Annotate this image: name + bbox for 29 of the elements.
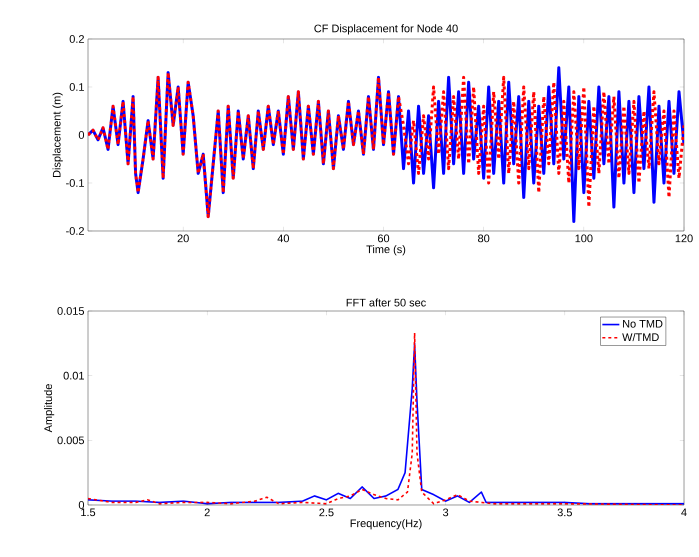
x-tick-label: 2.5: [319, 508, 334, 516]
y-tick-label: -0.2: [66, 227, 84, 235]
x-tick-label: 80: [478, 234, 490, 242]
chart-title: CF Displacement for Node 40: [314, 24, 458, 34]
y-tick-label: 0.1: [70, 83, 84, 91]
x-tick-label: 2: [204, 508, 210, 516]
x-tick-label: 40: [277, 234, 289, 242]
y-tick-label: 0.005: [57, 436, 84, 444]
x-tick-label: 100: [576, 234, 593, 242]
x-tick-label: 60: [378, 234, 390, 242]
y-tick-label: 0: [78, 131, 84, 139]
legend-label: W/TMD: [622, 333, 659, 342]
y-tick-label: 0.01: [64, 372, 84, 380]
x-axis-title: Time (s): [366, 245, 406, 256]
y-tick-label: 0.015: [57, 307, 84, 315]
x-tick-label: 3.5: [558, 508, 572, 516]
x-tick-label: 20: [178, 234, 189, 242]
y-tick-label: 0: [78, 501, 84, 509]
x-axis-title: Frequency(Hz): [350, 519, 422, 530]
x-tick-label: 1.5: [81, 508, 96, 516]
x-tick-label: 120: [676, 234, 693, 242]
y-tick-label: -0.1: [66, 179, 84, 187]
x-tick-label: 3: [442, 508, 448, 516]
legend-label: No TMD: [623, 320, 662, 328]
y-axis-title: Displacement (m): [52, 92, 63, 178]
x-tick-label: 4: [681, 508, 687, 516]
y-tick-label: 0.2: [70, 35, 84, 43]
y-axis-title: Amplitude: [44, 384, 54, 432]
chart-title: FFT after 50 sec: [346, 298, 426, 306]
